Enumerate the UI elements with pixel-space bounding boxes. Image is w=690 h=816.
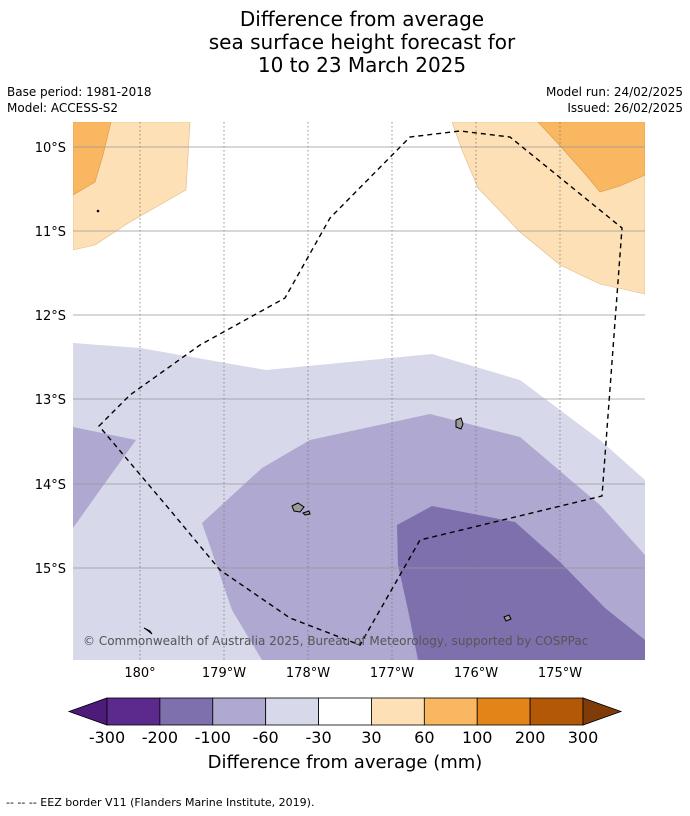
colorbar-extension-low (67, 697, 108, 726)
lon-tick-177w: 177°W (370, 666, 414, 681)
eez-border-line (98, 130, 623, 646)
lat-tick-13s: 13°S (35, 393, 66, 408)
lat-tick-12s: 12°S (35, 309, 66, 324)
colorbar-tick-label: -30 (305, 728, 331, 747)
islands (96, 209, 512, 635)
model-run: Model run: 24/02/2025 (545, 85, 683, 99)
colorbar-tick-label: 60 (414, 728, 434, 747)
title-line-2: sea surface height forecast for (208, 30, 516, 54)
lon-tick-175w: 175°W (538, 666, 582, 681)
colorbar-tick-label: -60 (253, 728, 279, 747)
colorbar-extension-high (582, 697, 623, 726)
colorbar-segment (423, 697, 478, 726)
colorbar-title: Difference from average (mm) (207, 752, 483, 773)
meta-right: Model run: 24/02/2025 Issued: 26/02/2025 (546, 84, 683, 116)
lon-tick-176w: 176°W (454, 666, 498, 681)
longitude-tick-labels: 180° 179°W 178°W 177°W 176°W 175°W (124, 666, 582, 681)
colorbar-tick-label: 30 (361, 728, 381, 747)
island-islet-sw (143, 627, 153, 635)
lat-tick-14s: 14°S (35, 478, 66, 493)
colorbar-segment (265, 697, 319, 726)
lon-tick-178w: 178°W (286, 666, 330, 681)
colorbar-segment (212, 697, 267, 726)
issued-date: Issued: 26/02/2025 (567, 101, 683, 115)
negative-anomaly-region-strong (397, 506, 645, 660)
strong-positive-anomaly-region-ne (537, 122, 645, 193)
colorbar-segment (106, 697, 161, 726)
map-title: Difference from average sea surface heig… (0, 8, 690, 77)
title-line-1: Difference from average (239, 7, 485, 31)
map-plot-area: © Commonwealth of Australia 2025, Bureau… (73, 122, 645, 660)
lon-tick-180: 180° (124, 666, 155, 681)
negative-anomaly-region-west (73, 427, 136, 528)
meta-left: Base period: 1981-2018 Model: ACCESS-S2 (7, 84, 152, 116)
colorbar (67, 697, 623, 726)
colorbar-tick-label: 200 (515, 728, 546, 747)
colorbar-segment (476, 697, 531, 726)
latitude-gridlines (73, 146, 645, 569)
island-wallis (455, 417, 464, 430)
colorbar-labels: -300 -200 -100 -60 -30 30 60 100 200 300 (89, 728, 598, 747)
colorbar-tick-label: 300 (568, 728, 599, 747)
colorbar-tick-label: -200 (142, 728, 178, 747)
colorbar-tick-label: -100 (195, 728, 231, 747)
lat-tick-11s: 11°S (35, 225, 66, 240)
colorbar-segment (371, 697, 425, 726)
island-islet-nw (96, 209, 100, 213)
strong-positive-anomaly-region-nw (73, 122, 112, 196)
base-period: Base period: 1981-2018 (7, 85, 152, 99)
colorbar-tick-label: -300 (89, 728, 125, 747)
eez-legend-note: -- -- -- EEZ border V11 (Flanders Marine… (6, 796, 315, 809)
lat-tick-10s: 10°S (35, 141, 66, 156)
colorbar-segment (318, 697, 372, 726)
island-niuafoou (503, 614, 512, 622)
model-name: Model: ACCESS-S2 (7, 101, 119, 115)
copyright-text: © Commonwealth of Australia 2025, Bureau… (83, 634, 588, 648)
longitude-gridlines (139, 122, 561, 660)
island-savaii (291, 502, 305, 513)
colorbar-segment (159, 697, 214, 726)
lat-tick-15s: 15°S (35, 562, 66, 577)
island-upolu (302, 510, 311, 516)
latitude-tick-labels: 10°S 11°S 12°S 13°S 14°S 15°S (35, 141, 66, 577)
colorbar-tick-label: 100 (462, 728, 493, 747)
colorbar-segment (529, 697, 584, 726)
lon-tick-179w: 179°W (202, 666, 246, 681)
title-line-3: 10 to 23 March 2025 (257, 53, 467, 77)
